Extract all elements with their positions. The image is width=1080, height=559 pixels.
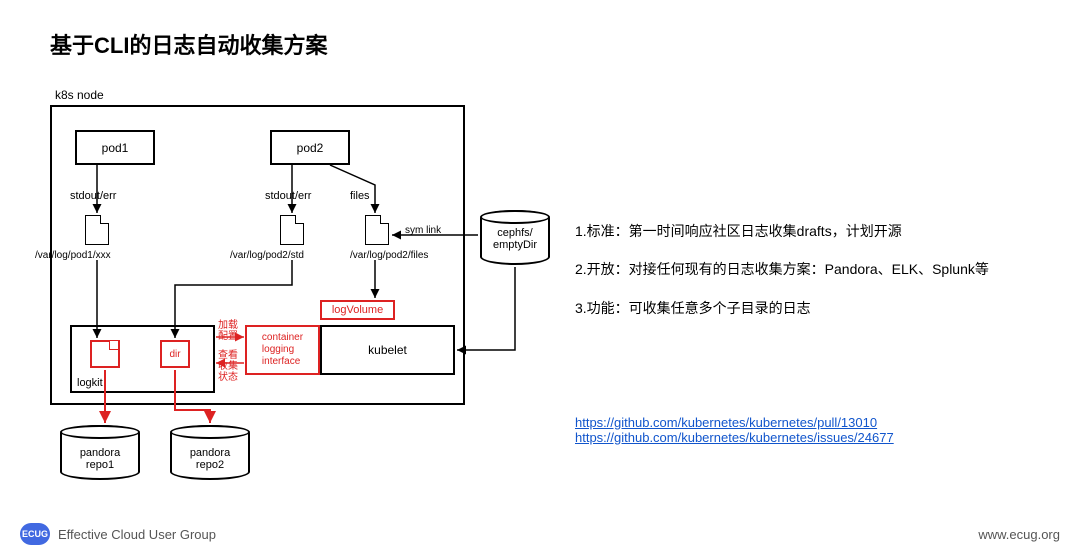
stdout2-label: stdout/err	[265, 190, 311, 202]
anno1-label: 加载 配置	[218, 320, 238, 342]
link-2[interactable]: https://github.com/kubernetes/kubernetes…	[575, 430, 894, 445]
dir2-box: dir	[160, 340, 190, 368]
repo2-label: pandora repo2	[172, 447, 248, 471]
path3-label: /var/log/pod2/files	[350, 250, 428, 261]
bullet-1: 1.标准：第一时间响应社区日志收集drafts，计划开源	[575, 220, 1035, 242]
repo2-cylinder: pandora repo2	[170, 425, 250, 480]
file-icon-1	[85, 215, 109, 245]
repo1-label: pandora repo1	[62, 447, 138, 471]
file-icon-3	[365, 215, 389, 245]
path2-label: /var/log/pod2/std	[230, 250, 304, 261]
cephfs-cylinder: cephfs/ emptyDir	[480, 210, 550, 265]
cli-box: container logging interface	[245, 325, 320, 375]
footer: ECUG Effective Cloud User Group www.ecug…	[0, 519, 1080, 549]
bullet-2: 2.开放：对接任何现有的日志收集方案：Pandora、ELK、Splunk等	[575, 258, 1035, 280]
reference-links: https://github.com/kubernetes/kubernetes…	[575, 415, 894, 445]
k8s-node-label: k8s node	[55, 88, 104, 102]
cephfs-label: cephfs/ emptyDir	[482, 227, 548, 251]
bullet-3: 3.功能：可收集任意多个子目录的日志	[575, 297, 1035, 319]
pod1-box: pod1	[75, 130, 155, 165]
architecture-diagram: k8s node pod1 pod2 stdout/err stdout/err…	[30, 85, 560, 495]
files-label: files	[350, 190, 370, 202]
logvolume-box: logVolume	[320, 300, 395, 320]
stdout1-label: stdout/err	[70, 190, 116, 202]
kubelet-box: kubelet	[320, 325, 455, 375]
anno2-label: 查看 收集 状态	[218, 350, 238, 383]
ecug-logo-icon: ECUG	[20, 523, 50, 545]
bullet-list: 1.标准：第一时间响应社区日志收集drafts，计划开源 2.开放：对接任何现有…	[575, 220, 1035, 335]
slide-title: 基于CLI的日志自动收集方案	[50, 28, 327, 60]
link-1[interactable]: https://github.com/kubernetes/kubernetes…	[575, 415, 894, 430]
pod2-box: pod2	[270, 130, 350, 165]
file-icon-2	[280, 215, 304, 245]
footer-url: www.ecug.org	[978, 527, 1060, 542]
logkit-label: logkit	[77, 377, 103, 389]
path1-label: /var/log/pod1/xxx	[35, 250, 111, 261]
repo1-cylinder: pandora repo1	[60, 425, 140, 480]
symlink-label: sym link	[405, 225, 441, 236]
footer-org: Effective Cloud User Group	[58, 527, 216, 542]
